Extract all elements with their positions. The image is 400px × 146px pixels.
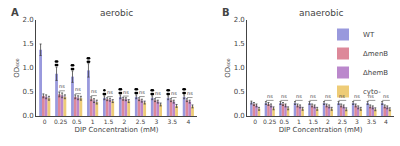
svg-text:2.5: 2.5 bbox=[338, 118, 348, 125]
svg-text:ns: ns bbox=[187, 90, 193, 96]
svg-text:ns: ns bbox=[59, 83, 65, 89]
svg-text:ΔhemB: ΔhemB bbox=[363, 69, 388, 77]
svg-text:2: 2 bbox=[326, 118, 330, 125]
svg-text:3: 3 bbox=[155, 118, 159, 125]
svg-text:ns: ns bbox=[383, 93, 389, 99]
svg-text:B: B bbox=[222, 7, 230, 18]
svg-text:3.5: 3.5 bbox=[367, 118, 377, 125]
svg-text:0.5: 0.5 bbox=[234, 88, 245, 96]
svg-text:OD₆₀₀: OD₆₀₀ bbox=[224, 58, 232, 78]
svg-text:0.0: 0.0 bbox=[234, 112, 245, 120]
svg-text:1.5: 1.5 bbox=[22, 40, 33, 48]
svg-text:ns: ns bbox=[281, 93, 287, 99]
svg-text:2: 2 bbox=[123, 118, 127, 125]
svg-text:0.25: 0.25 bbox=[54, 118, 68, 125]
svg-text:ns: ns bbox=[368, 93, 374, 99]
svg-text:3.5: 3.5 bbox=[168, 118, 178, 125]
svg-text:0.25: 0.25 bbox=[263, 118, 277, 125]
svg-text:ns: ns bbox=[155, 90, 161, 96]
svg-text:1.0: 1.0 bbox=[22, 64, 33, 72]
svg-text:ns: ns bbox=[139, 89, 145, 95]
svg-text:1.5: 1.5 bbox=[104, 118, 114, 125]
svg-text:ns: ns bbox=[75, 86, 81, 92]
svg-text:ns: ns bbox=[296, 93, 302, 99]
svg-text:ns: ns bbox=[354, 93, 360, 99]
svg-text:0: 0 bbox=[253, 118, 257, 125]
svg-text:ns: ns bbox=[339, 93, 345, 99]
svg-text:1.0: 1.0 bbox=[234, 64, 245, 72]
svg-text:4: 4 bbox=[384, 118, 388, 125]
svg-text:ns: ns bbox=[267, 93, 273, 99]
svg-text:ns: ns bbox=[325, 93, 331, 99]
svg-text:ns: ns bbox=[171, 90, 177, 96]
svg-text:1.5: 1.5 bbox=[309, 118, 319, 125]
svg-text:1.5: 1.5 bbox=[234, 40, 245, 48]
svg-text:ns: ns bbox=[310, 93, 316, 99]
svg-text:ns: ns bbox=[123, 89, 129, 95]
svg-text:2.5: 2.5 bbox=[136, 118, 146, 125]
svg-text:0.5: 0.5 bbox=[280, 118, 290, 125]
svg-text:aerobic: aerobic bbox=[100, 8, 133, 18]
svg-text:ns: ns bbox=[107, 89, 113, 95]
svg-text:DIP Concentration (mM): DIP Concentration (mM) bbox=[279, 126, 363, 134]
svg-text:OD₆₀₀: OD₆₀₀ bbox=[13, 58, 21, 78]
svg-text:2.0: 2.0 bbox=[234, 16, 245, 24]
svg-text:0: 0 bbox=[43, 118, 47, 125]
svg-text:0.5: 0.5 bbox=[22, 88, 33, 96]
svg-text:0.5: 0.5 bbox=[72, 118, 82, 125]
svg-text:2.0: 2.0 bbox=[22, 16, 33, 24]
svg-text:3: 3 bbox=[355, 118, 359, 125]
svg-text:WT: WT bbox=[363, 31, 375, 39]
svg-text:1: 1 bbox=[91, 118, 95, 125]
svg-text:A: A bbox=[11, 7, 19, 18]
svg-text:4: 4 bbox=[186, 118, 190, 125]
svg-text:0.0: 0.0 bbox=[22, 112, 33, 120]
svg-text:ns: ns bbox=[91, 88, 97, 94]
svg-text:DIP Concentration (mM): DIP Concentration (mM) bbox=[75, 126, 159, 134]
svg-text:1: 1 bbox=[297, 118, 301, 125]
svg-text:cyto-: cyto- bbox=[363, 88, 381, 96]
svg-text:ΔmenB: ΔmenB bbox=[363, 50, 388, 58]
svg-text:anaerobic: anaerobic bbox=[299, 8, 343, 18]
